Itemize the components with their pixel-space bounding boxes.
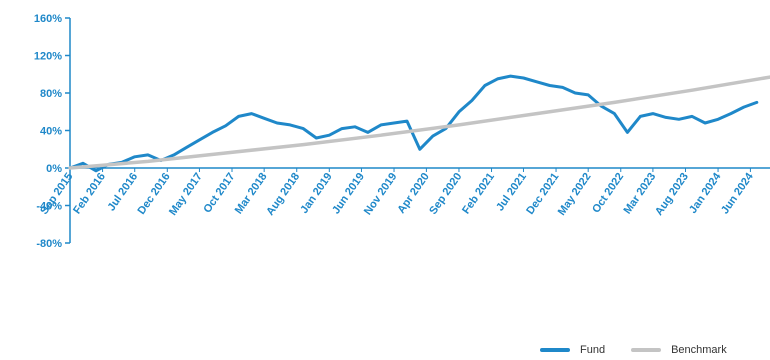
x-tick-label: Sep 2020 — [427, 171, 464, 217]
chart-legend: Fund Benchmark — [540, 344, 753, 356]
x-tick-label: Oct 2017 — [201, 171, 237, 215]
x-tick-label: Mar 2023 — [622, 171, 659, 216]
legend-label-benchmark: Benchmark — [671, 344, 727, 356]
x-tick-label: Aug 2018 — [264, 171, 302, 218]
x-tick-label: Mar 2018 — [233, 171, 270, 216]
x-tick-label: Jun 2024 — [719, 170, 756, 216]
y-tick-label: -40% — [36, 201, 62, 213]
x-tick-label: Feb 2021 — [460, 171, 497, 216]
y-tick-label: -80% — [36, 238, 62, 250]
legend-item-fund: Fund — [540, 344, 605, 356]
x-tick-label: Aug 2023 — [653, 171, 691, 218]
x-tick-label: Nov 2019 — [362, 171, 400, 217]
legend-label-fund: Fund — [580, 344, 606, 356]
legend-swatch-fund — [540, 348, 570, 352]
x-tick-label: May 2022 — [556, 171, 594, 218]
y-tick-label: 160% — [34, 13, 62, 25]
y-tick-label: 120% — [34, 51, 62, 63]
x-tick-label: Jul 2016 — [105, 171, 140, 213]
series-line-fund — [68, 74, 759, 173]
x-tick-label: Feb 2016 — [71, 171, 108, 216]
series-line-benchmark — [68, 75, 770, 170]
y-tick-label: 80% — [40, 88, 62, 100]
x-tick-label: Apr 2020 — [395, 171, 431, 216]
y-tick-label: 40% — [40, 126, 62, 138]
legend-swatch-benchmark — [631, 348, 662, 352]
y-tick-label: 0% — [46, 163, 62, 175]
x-tick-label: Oct 2022 — [590, 171, 626, 215]
legend-item-benchmark: Benchmark — [631, 344, 727, 356]
x-tick-label: May 2017 — [167, 171, 205, 218]
x-tick-label: Jun 2019 — [330, 171, 367, 216]
x-tick-label: Jul 2021 — [494, 171, 529, 213]
